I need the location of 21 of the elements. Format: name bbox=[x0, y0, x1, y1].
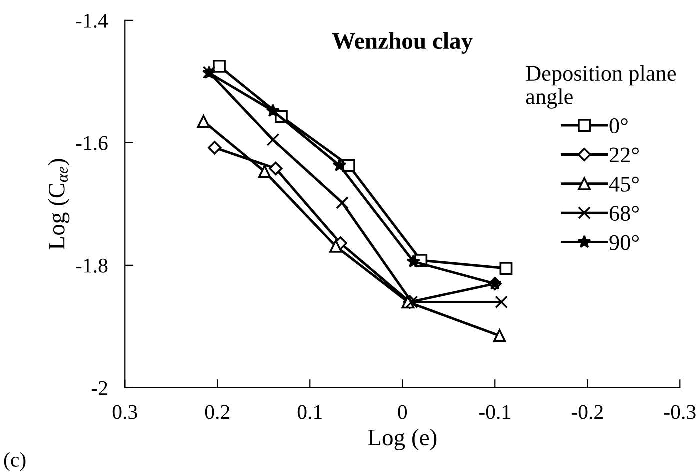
legend-label: 22° bbox=[610, 148, 639, 163]
x-tick-label: -0.1 bbox=[479, 405, 510, 420]
legend-label: 68° bbox=[610, 206, 639, 222]
y-tick-label: -2 bbox=[92, 381, 108, 396]
y-axis-title: Log (C$_{αe}$) bbox=[48, 159, 70, 250]
legend-label: 0° bbox=[610, 118, 628, 134]
x-tick-label: -0.2 bbox=[572, 405, 603, 420]
y-tick-label: -1.8 bbox=[76, 258, 108, 273]
legend-label: 45° bbox=[609, 176, 639, 192]
x-tick-label: 0.1 bbox=[298, 405, 322, 420]
y-tick-label: -1.6 bbox=[76, 136, 108, 150]
legend-label: 90° bbox=[610, 235, 639, 250]
x-tick-label: -0.3 bbox=[664, 405, 696, 420]
y-tick-label: -1.4 bbox=[76, 14, 108, 28]
legend-title: Deposition plane angle bbox=[526, 65, 676, 109]
chart-title: Wenzhou clay bbox=[332, 32, 473, 54]
x-tick-label: 0.3 bbox=[112, 405, 138, 420]
x-tick-label: 0.2 bbox=[205, 405, 230, 420]
text: (c) bbox=[4, 452, 26, 472]
x-tick-label: 0 bbox=[398, 405, 408, 420]
x-axis-title: Log (e) bbox=[368, 429, 437, 451]
